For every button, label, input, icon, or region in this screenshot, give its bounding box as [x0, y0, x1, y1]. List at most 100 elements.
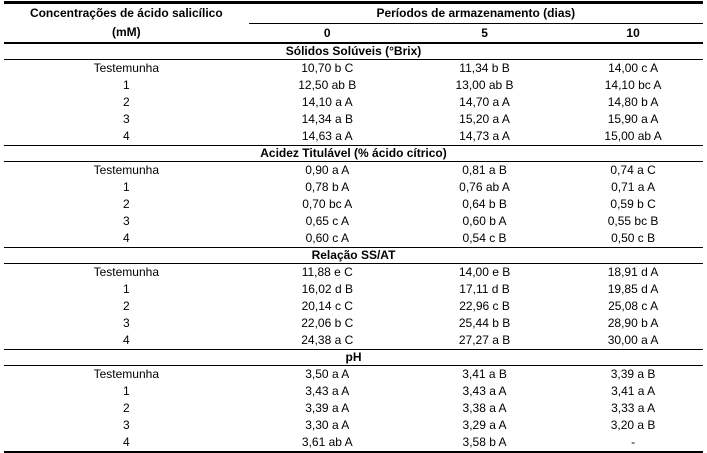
table-row: Testemunha 11,88 e C 14,00 e B 18,91 d A — [4, 264, 703, 282]
treatment-label: 3 — [122, 316, 130, 330]
table-row: 2 3,39 a A 3,38 a A 3,33 a A — [4, 400, 703, 417]
value-cell: 14,10 a A — [301, 95, 353, 109]
value-cell: 0,65 c A — [305, 214, 349, 228]
treatment-label: 4 — [122, 435, 130, 449]
value-cell: 14,00 e B — [458, 265, 511, 279]
table-row: 1 12,50 ab B 13,00 ab B 14,10 bc A — [4, 77, 703, 94]
value-cell: 13,00 ab B — [455, 78, 514, 92]
results-table: Concentrações de ácido salicílico (mM) P… — [4, 1, 703, 453]
section-title: Sólidos Solúveis (°Brix) — [4, 42, 703, 60]
treatment-label: Testemunha — [93, 265, 159, 279]
treatment-label: 1 — [122, 384, 130, 398]
table-row: 1 3,43 a A 3,43 a A 3,41 a A — [4, 383, 703, 400]
period-label: 5 — [405, 23, 564, 44]
table-row: 4 14,63 a A 14,73 a A 15,00 ab A — [4, 128, 703, 146]
value-cell: - — [631, 435, 636, 449]
value-cell: 10,70 b C — [301, 61, 354, 75]
value-cell: 25,44 b B — [458, 316, 511, 330]
table-body: Sólidos Solúveis (°Brix) Testemunha 10,70 … — [4, 42, 703, 452]
value-cell: 25,08 c A — [608, 299, 659, 313]
table-header: Concentrações de ácido salicílico (mM) P… — [4, 2, 703, 44]
value-cell: 3,38 a A — [462, 401, 507, 415]
table-row: 3 3,30 a A 3,29 a A 3,20 a B — [4, 417, 703, 434]
value-cell: 14,80 b A — [607, 95, 659, 109]
value-cell: 27,27 a B — [458, 333, 511, 347]
concentration-column-header: Concentrações de ácido salicílico (mM) — [4, 2, 249, 44]
value-cell: 3,33 a A — [611, 401, 656, 415]
value-cell: 0,76 ab A — [459, 180, 510, 194]
section-title: pH — [4, 349, 703, 366]
value-cell: 28,90 b A — [607, 316, 659, 330]
value-cell: 0,64 b B — [462, 197, 507, 211]
value-cell: 3,39 a B — [610, 367, 656, 381]
value-cell: 15,20 a A — [459, 112, 510, 126]
value-cell: 3,43 a A — [462, 384, 507, 398]
header-row-periods: 0 5 10 — [4, 23, 703, 44]
treatment-label: 2 — [122, 401, 130, 415]
value-cell: 24,38 a C — [301, 333, 354, 347]
treatment-label: 2 — [122, 95, 130, 109]
value-cell: 3,20 a B — [610, 418, 656, 432]
value-cell: 20,14 c C — [301, 299, 353, 313]
treatment-label: 2 — [122, 197, 130, 211]
value-cell: 14,63 a A — [301, 129, 353, 143]
treatment-label: 3 — [122, 214, 130, 228]
value-cell: 14,00 c A — [608, 61, 659, 75]
periods-group-header: Períodos de armazenamento (dias) — [248, 2, 703, 24]
value-cell: 3,41 a A — [611, 384, 656, 398]
value-cell: 0,81 a B — [462, 163, 507, 177]
value-cell: 3,43 a A — [305, 384, 350, 398]
treatment-label: Testemunha — [93, 61, 159, 75]
table-row: Testemunha 3,50 a A 3,41 a B 3,39 a B — [4, 366, 703, 384]
table-row: 3 14,34 a B 15,20 a A 15,90 a A — [4, 111, 703, 128]
value-cell: 0,71 a A — [611, 180, 656, 194]
section-title-row: Sólidos Solúveis (°Brix) — [4, 42, 703, 60]
concentration-header-line1: Concentrações de ácido salicílico — [29, 6, 223, 20]
table-row: 4 3,61 ab A 3,58 b A - — [4, 434, 703, 452]
value-cell: 17,11 d B — [459, 282, 510, 296]
treatment-label: 2 — [122, 299, 130, 313]
value-cell: 0,55 bc B — [607, 214, 659, 228]
treatment-label: 1 — [122, 180, 130, 194]
header-row-group: Concentrações de ácido salicílico (mM) P… — [4, 2, 703, 44]
value-cell: 3,50 a A — [305, 367, 350, 381]
treatment-label: 3 — [122, 112, 130, 126]
value-cell: 0,50 c B — [611, 231, 656, 245]
value-cell: 3,58 b A — [462, 435, 507, 449]
treatment-label: Testemunha — [93, 367, 159, 381]
table-row: 4 24,38 a C 27,27 a B 30,00 a A — [4, 332, 703, 350]
section-title-row: pH — [4, 349, 703, 366]
table-row: 2 14,10 a A 14,70 a A 14,80 b A — [4, 94, 703, 111]
value-cell: 15,00 ab A — [604, 129, 662, 143]
section-title: Acidez Titulável (% ácido cítrico) — [4, 145, 703, 162]
period-label: 0 — [248, 23, 406, 44]
value-cell: 19,85 d A — [607, 282, 659, 296]
value-cell: 15,90 a A — [607, 112, 659, 126]
treatment-label: 4 — [122, 231, 130, 245]
table-row: Testemunha 10,70 b C 11,34 b B 14,00 c A — [4, 60, 703, 78]
table-row: 4 0,60 c A 0,54 c B 0,50 c B — [4, 230, 703, 248]
value-cell: 0,60 b A — [462, 214, 507, 228]
value-cell: 18,91 d A — [607, 265, 659, 279]
value-cell: 0,60 c A — [305, 231, 349, 245]
treatment-label: Testemunha — [93, 163, 159, 177]
value-cell: 14,34 a B — [301, 112, 353, 126]
value-cell: 0,54 c B — [462, 231, 507, 245]
section-title-row: Relação SS/AT — [4, 247, 703, 264]
treatment-label: 4 — [122, 333, 130, 347]
value-cell: 16,02 d B — [301, 282, 353, 296]
period-label: 10 — [563, 23, 703, 44]
value-cell: 14,70 a A — [459, 95, 510, 109]
table-row: 1 0,78 b A 0,76 ab A 0,71 a A — [4, 179, 703, 196]
value-cell: 22,06 b C — [301, 316, 354, 330]
value-cell: 22,96 c B — [459, 299, 510, 313]
value-cell: 12,50 ab B — [298, 78, 357, 92]
table-row: 2 0,70 bc A 0,64 b B 0,59 b C — [4, 196, 703, 213]
value-cell: 14,10 bc A — [604, 78, 662, 92]
treatment-label: 3 — [122, 418, 130, 432]
value-cell: 0,70 bc A — [302, 197, 353, 211]
treatment-label: 1 — [122, 282, 130, 296]
treatment-label: 4 — [122, 129, 130, 143]
table-row: 3 22,06 b C 25,44 b B 28,90 b A — [4, 315, 703, 332]
value-cell: 0,90 a A — [305, 163, 350, 177]
